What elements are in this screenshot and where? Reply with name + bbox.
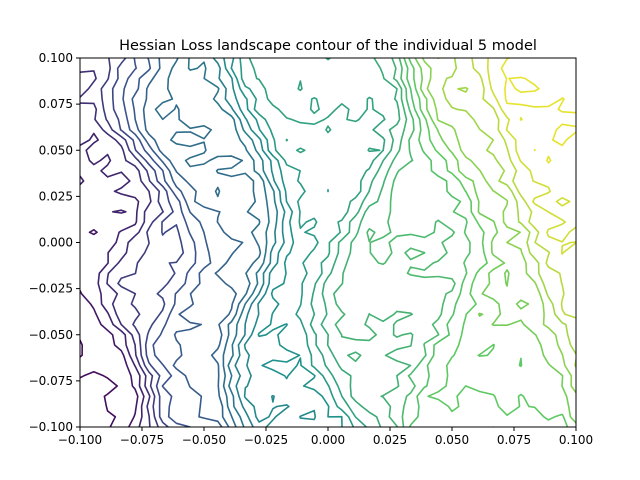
contour-level-line [80,132,145,427]
contour-level-line [487,58,576,255]
x-tick-label: −0.050 [182,433,226,447]
plot-frame [79,57,577,428]
contour-level-line [230,58,343,427]
x-tick-label: 0.025 [373,433,407,447]
contour-level-line [403,58,471,427]
x-tick-label: 0.050 [435,433,469,447]
contour-level-line [500,58,576,164]
contour-level-line [80,229,139,427]
contour-level-line [408,58,569,427]
x-axis: −0.100 −0.075 −0.050 −0.025 0.000 0.025 0.050 0… [58,427,593,447]
contour-level-line [80,339,118,427]
contour-level-line [111,58,185,427]
y-tick-label: −0.100 [29,420,73,434]
y-tick-label: 0.000 [39,236,73,250]
contour-level-line [239,58,355,427]
contour-level-line [223,58,317,427]
contour-level-line [80,70,152,427]
contour-level-line [366,58,456,427]
contour-level-line [414,58,576,424]
contour-level-line [142,58,244,427]
contour-level-line [131,58,223,427]
x-tick-label: −0.100 [58,433,102,447]
contour-level-line [100,58,164,427]
y-tick-label: 0.050 [39,143,73,157]
x-tick-label: −0.075 [120,433,164,447]
y-tick-label: 0.025 [39,189,73,203]
contour-lines [80,58,576,427]
contour-level-line [212,58,279,427]
contour-level-line [122,58,197,427]
x-tick-label: 0.075 [497,433,531,447]
x-tick-label: 0.000 [311,433,345,447]
y-tick-label: −0.025 [29,282,73,296]
contour-level-line [421,58,576,394]
contour-level-line [154,58,262,427]
x-tick-label: 0.100 [559,433,593,447]
contour-level-line [471,58,576,319]
y-tick-label: 0.100 [39,51,73,65]
chart-title: Hessian Loss landscape contour of the in… [119,38,537,54]
contour-level-line [248,58,386,427]
y-tick-label: −0.050 [29,328,73,342]
y-tick-label: −0.075 [29,374,73,388]
y-axis: −0.100 −0.075 −0.050 −0.025 0.000 0.025 0.050 0… [29,51,80,434]
x-tick-label: −0.025 [244,433,288,447]
y-tick-label: 0.075 [39,97,73,111]
contour-level-line [187,58,270,427]
contour-level-line [333,58,414,427]
contour-level-line [320,58,401,427]
